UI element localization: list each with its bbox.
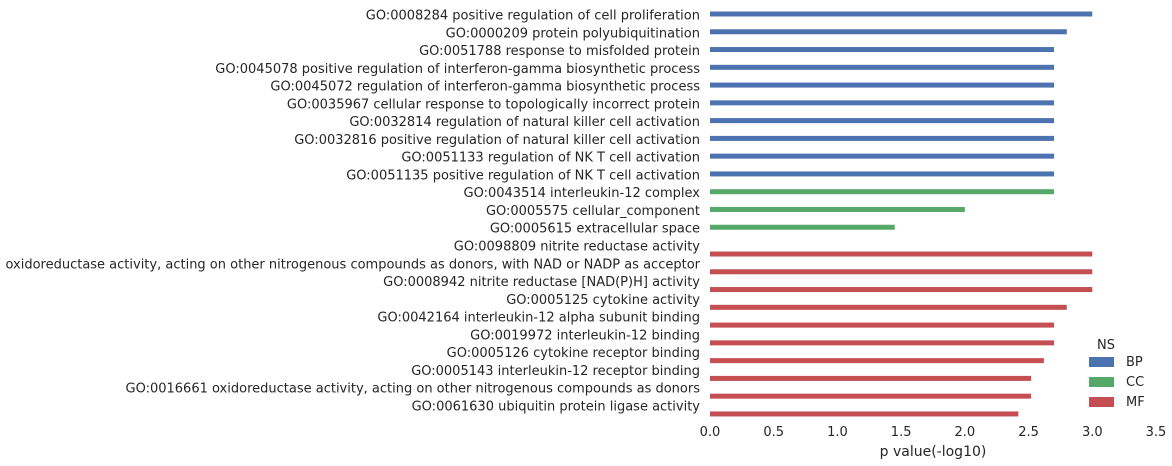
category-label: GO:0051133 regulation of NK T cell activ… <box>401 151 700 166</box>
category-label: GO:0042164 interleukin-12 alpha subunit … <box>377 311 700 326</box>
x-tick-label: 3.0 <box>1082 425 1103 440</box>
bar-mf <box>710 251 1093 257</box>
category-label: GO:0019972 interleukin-12 binding <box>470 328 700 343</box>
category-label: GO:0043514 interleukin-12 complex <box>464 186 701 201</box>
bar-bp <box>710 153 1055 159</box>
category-label: GO:0032816 positive regulation of natura… <box>294 133 700 148</box>
x-tick-label: 2.5 <box>1018 425 1039 440</box>
bar-bp <box>710 82 1055 88</box>
x-tick-label: 3.5 <box>1146 425 1167 440</box>
category-label: GO:0045072 regulation of interferon-gamm… <box>270 80 700 95</box>
category-label: GO:0000209 protein polyubiquitination <box>446 26 700 41</box>
category-label: GO:0035967 cellular response to topologi… <box>287 97 700 112</box>
x-tick-label: 1.0 <box>827 425 848 440</box>
category-label: GO:0061630 ubiquitin protein ligase acti… <box>412 399 701 414</box>
bar-mf <box>710 269 1093 275</box>
category-label: GO:0016661 oxidoreductase activity, acti… <box>126 382 701 397</box>
category-label: GO:0032814 regulation of natural killer … <box>349 115 700 130</box>
bar-mf <box>710 304 1067 310</box>
category-label: GO:0098809 nitrite reductase activity <box>454 240 701 255</box>
bar-mf <box>710 375 1032 381</box>
bar-mf <box>710 393 1032 399</box>
x-tick-label: 0.5 <box>763 425 784 440</box>
bar-bp <box>710 11 1093 17</box>
category-label: GO:0005575 cellular_component <box>486 204 700 219</box>
bar-mf <box>710 322 1055 328</box>
category-label: GO:0005143 interleukin-12 receptor bindi… <box>411 364 700 379</box>
x-tick-label: 1.5 <box>891 425 912 440</box>
category-label: GO:0005125 cytokine activity <box>506 293 700 308</box>
category-label: GO:0051788 response to misfolded protein <box>419 44 700 59</box>
legend-swatch <box>1089 357 1114 367</box>
bar-cc <box>710 224 895 230</box>
bar-bp <box>710 135 1055 141</box>
category-label: GO:0046857 oxidoreductase activity, acti… <box>0 257 701 272</box>
bars <box>710 11 1093 417</box>
bar-bp <box>710 29 1067 35</box>
bar-bp <box>710 118 1055 124</box>
category-label: GO:0005126 cytokine receptor binding <box>447 346 700 361</box>
legend-items: BP CC MF <box>1089 355 1145 410</box>
bar-bp <box>710 171 1055 177</box>
category-label: GO:0051135 positive regulation of NK T c… <box>346 168 700 183</box>
legend-label: MF <box>1126 395 1145 410</box>
category-label: GO:0005615 extracellular space <box>490 222 700 237</box>
category-labels: GO:0008284 positive regulation of cell p… <box>0 9 701 415</box>
legend-swatch <box>1089 377 1114 387</box>
category-label: GO:0008284 positive regulation of cell p… <box>366 9 700 24</box>
category-label: GO:0045078 positive regulation of interf… <box>215 62 700 77</box>
x-tick-label: 0.0 <box>700 425 721 440</box>
category-label: GO:0008942 nitrite reductase [NAD(P)H] a… <box>383 275 700 290</box>
legend-title: NS <box>1097 338 1115 353</box>
bar-mf <box>710 287 1093 293</box>
legend-label: CC <box>1126 375 1144 390</box>
bar-mf <box>710 411 1019 417</box>
bar-bp <box>710 100 1055 106</box>
legend-label: BP <box>1126 355 1143 370</box>
legend: NS BP CC MF <box>1089 338 1145 410</box>
bar-mf <box>710 358 1044 364</box>
x-axis-ticks: 0.0 0.5 1.0 1.5 2.0 2.5 3.0 3.5 <box>700 425 1167 440</box>
x-axis-label: p value(-log10) <box>880 444 987 460</box>
bar-bp <box>710 47 1055 53</box>
bar-cc <box>710 206 965 212</box>
x-tick-label: 2.0 <box>955 425 976 440</box>
bar-mf <box>710 340 1055 346</box>
legend-swatch <box>1089 397 1114 407</box>
bar-cc <box>710 189 1055 195</box>
bar-bp <box>710 64 1055 70</box>
